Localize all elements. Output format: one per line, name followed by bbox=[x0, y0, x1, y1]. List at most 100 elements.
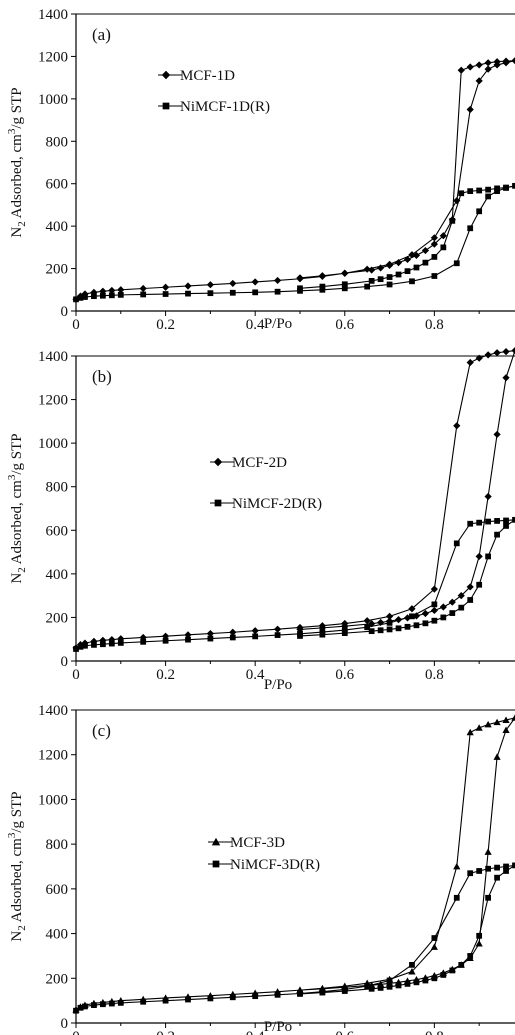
data-point bbox=[207, 290, 214, 297]
legend-entry: MCF-1D bbox=[158, 68, 235, 84]
data-point bbox=[408, 605, 416, 613]
data-point bbox=[511, 714, 515, 721]
y-tick-label: 600 bbox=[46, 177, 69, 193]
data-point bbox=[466, 583, 474, 591]
data-point bbox=[108, 1000, 115, 1007]
data-point bbox=[430, 240, 438, 248]
y-tick-label: 400 bbox=[46, 567, 69, 583]
legend-marker bbox=[162, 102, 170, 110]
data-point bbox=[503, 868, 509, 874]
series-0 bbox=[72, 57, 515, 303]
data-point bbox=[512, 862, 515, 869]
data-point bbox=[341, 630, 348, 636]
data-point bbox=[139, 284, 147, 293]
data-point bbox=[363, 265, 371, 273]
panel-c: 0 200 400 600 800 1000 1200 1400 0 0.2 0.4 0.6 0.8 P/… bbox=[6, 703, 515, 1035]
data-point bbox=[476, 868, 483, 874]
y-axis-title: N2 Adsorbed, cm3/g STP bbox=[6, 791, 28, 941]
y-axis-title-part: 3 bbox=[6, 474, 18, 480]
data-point bbox=[252, 633, 259, 640]
data-point bbox=[368, 620, 376, 628]
data-point bbox=[394, 616, 403, 624]
data-point bbox=[475, 354, 483, 362]
data-point bbox=[457, 66, 465, 74]
data-point bbox=[297, 633, 303, 639]
data-point bbox=[493, 430, 501, 439]
y-tick-label: 1000 bbox=[38, 92, 68, 108]
data-point bbox=[319, 286, 326, 293]
data-point bbox=[493, 753, 501, 760]
data-point bbox=[485, 186, 492, 193]
y-tick-label: 200 bbox=[46, 262, 69, 278]
data-point bbox=[117, 291, 124, 298]
y-tick-label: 1200 bbox=[38, 393, 68, 409]
data-point bbox=[296, 274, 304, 282]
data-point bbox=[485, 865, 492, 872]
data-point bbox=[453, 260, 460, 267]
y-tick-label: 400 bbox=[46, 927, 69, 943]
data-point bbox=[511, 57, 515, 65]
y-tick-label: 1400 bbox=[38, 349, 68, 365]
x-tick-label: 0.6 bbox=[335, 667, 354, 683]
y-tick-label: 800 bbox=[46, 837, 69, 853]
data-point bbox=[207, 635, 214, 642]
x-axis-title: P/Po bbox=[264, 1019, 292, 1035]
data-point bbox=[319, 989, 326, 996]
panel-label: (c) bbox=[92, 721, 111, 740]
data-point bbox=[502, 348, 510, 356]
data-point bbox=[439, 603, 447, 611]
data-point bbox=[466, 358, 474, 367]
y-axis-title-part: 2 bbox=[16, 221, 28, 227]
series-1 bbox=[73, 862, 515, 1014]
y-tick-label: 0 bbox=[61, 654, 69, 670]
data-point bbox=[385, 261, 394, 269]
data-point bbox=[229, 634, 236, 641]
series-line bbox=[75, 519, 515, 650]
data-point bbox=[368, 628, 375, 635]
legend-label: NiMCF-3D(R) bbox=[230, 857, 320, 873]
legend-entry: NiMCF-1D(R) bbox=[158, 99, 270, 115]
data-point bbox=[475, 724, 483, 731]
data-point bbox=[503, 523, 509, 529]
data-point bbox=[395, 271, 402, 278]
data-point bbox=[297, 991, 303, 997]
data-point bbox=[440, 972, 447, 978]
data-point bbox=[185, 290, 191, 297]
data-point bbox=[453, 540, 460, 547]
data-point bbox=[422, 977, 429, 984]
series-line bbox=[75, 185, 515, 300]
data-point bbox=[476, 581, 483, 588]
data-point bbox=[449, 967, 456, 974]
data-point bbox=[386, 281, 393, 288]
data-point bbox=[297, 285, 303, 292]
data-point bbox=[467, 520, 474, 527]
data-point bbox=[341, 269, 349, 277]
data-point bbox=[82, 294, 88, 300]
data-point bbox=[77, 643, 84, 650]
data-point bbox=[458, 604, 465, 611]
data-point bbox=[229, 994, 236, 1001]
x-tick-label: 0.4 bbox=[246, 667, 265, 683]
panel-a: 0 200 400 600 800 1000 1200 1400 0 0.2 0.4 0.6 0.8 P/… bbox=[6, 7, 515, 333]
data-point bbox=[485, 193, 492, 200]
legend-label: MCF-1D bbox=[180, 68, 235, 84]
data-point bbox=[449, 610, 456, 616]
data-point bbox=[421, 246, 430, 255]
data-point bbox=[458, 961, 465, 968]
data-point bbox=[252, 993, 259, 1000]
data-point bbox=[476, 519, 483, 526]
data-point bbox=[408, 251, 416, 259]
panel-b: 0 200 400 600 800 1000 1200 1400 0 0.2 0.4 0.6 0.8 P/… bbox=[6, 346, 515, 693]
data-point bbox=[408, 967, 416, 975]
data-point bbox=[73, 1007, 79, 1014]
legend-entry: NiMCF-2D(R) bbox=[210, 496, 322, 512]
data-point bbox=[467, 953, 474, 959]
data-point bbox=[502, 726, 510, 734]
data-point bbox=[421, 609, 430, 618]
legend-marker bbox=[213, 457, 223, 467]
y-axis-title-part: /g STP bbox=[9, 87, 25, 128]
data-point bbox=[448, 598, 456, 606]
data-point bbox=[395, 625, 402, 632]
data-point bbox=[404, 623, 411, 630]
data-point bbox=[484, 720, 492, 728]
